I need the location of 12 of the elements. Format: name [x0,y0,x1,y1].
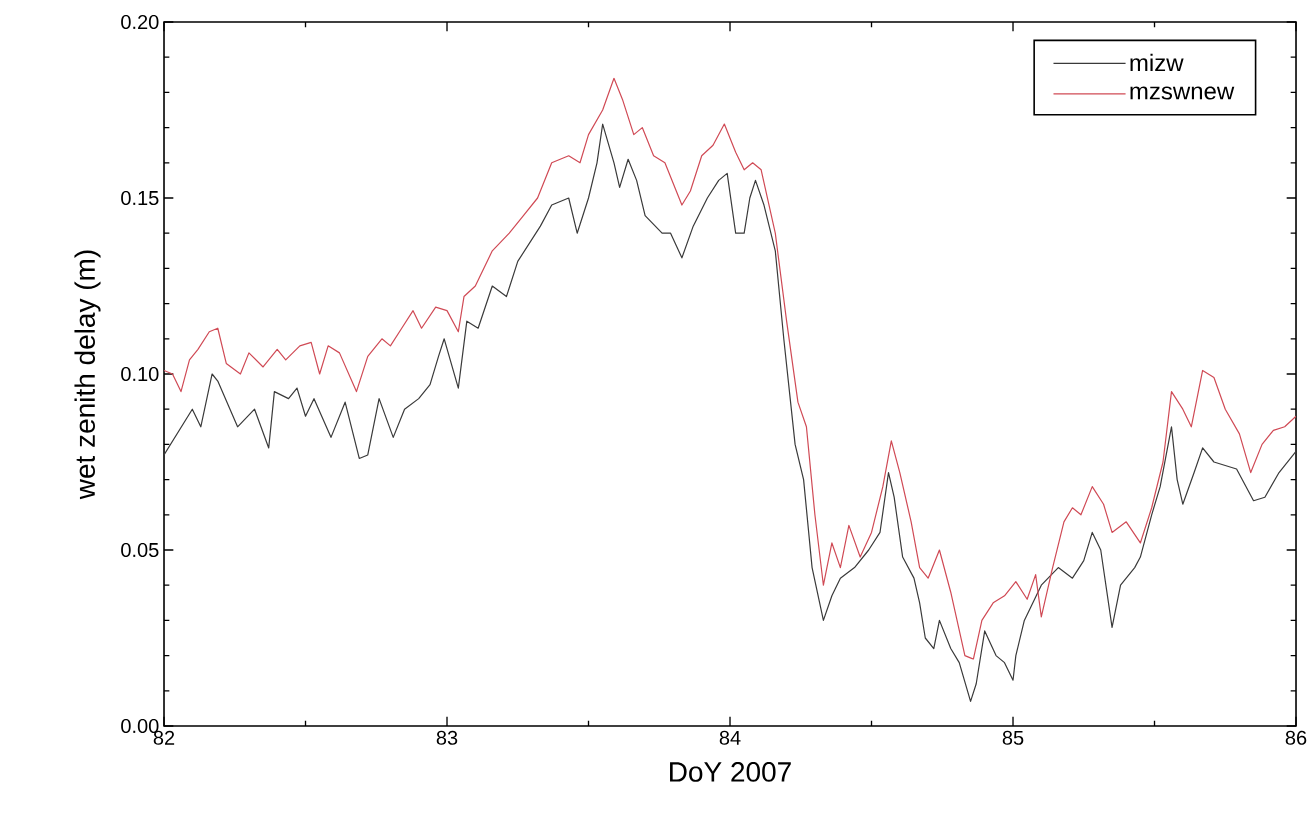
legend-label: mizw [1130,53,1184,72]
y-tick-label: 0.15 [121,190,159,206]
x-tick-label: 84 [719,730,741,745]
x-tick-label: 83 [436,730,458,745]
x-tick-label: 86 [1285,730,1307,745]
y-axis-title: wet zenith delay (m) [74,250,101,500]
y-tick-label: 0.10 [121,366,159,382]
y-tick-label: 0.05 [121,542,159,558]
x-tick-label: 85 [1002,730,1024,745]
x-axis-title: DoY 2007 [670,762,791,782]
y-tick-label: 0.20 [121,14,159,30]
legend-label: mzswnew [1130,86,1235,100]
